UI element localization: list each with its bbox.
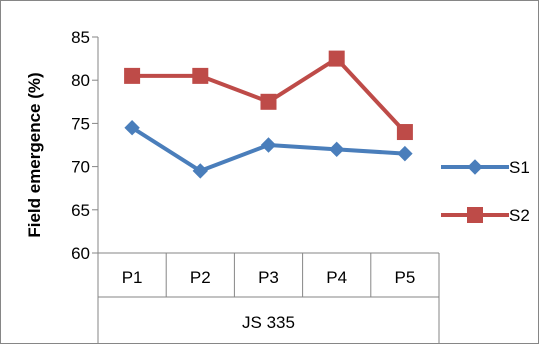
data-point-s2 (124, 67, 141, 84)
legend-label-s1: S1 (509, 158, 530, 177)
data-point-s1 (260, 137, 277, 153)
x-tick-label: P4 (326, 268, 347, 287)
data-point-s2 (260, 93, 277, 110)
x-tick-label: P3 (258, 268, 279, 287)
data-point-s2 (192, 67, 209, 84)
y-tick-label: 75 (71, 114, 90, 133)
x-tick-label: P2 (190, 268, 211, 287)
y-tick-label: 65 (71, 201, 90, 220)
x-tick-label: P5 (395, 268, 416, 287)
data-point-s2 (396, 124, 413, 141)
legend-marker-s1 (467, 159, 483, 175)
data-point-s1 (328, 141, 345, 158)
legend-label-s2: S2 (509, 206, 530, 225)
y-tick-label: 80 (71, 71, 90, 90)
legend-marker-s2 (467, 207, 483, 223)
x-tick-label: P1 (122, 268, 143, 287)
x-group-label: JS 335 (242, 313, 295, 332)
data-point-s1 (192, 163, 209, 179)
data-point-s1 (124, 120, 140, 136)
y-tick-label: 60 (71, 244, 90, 263)
y-axis-label: Field emergence (%) (25, 72, 44, 237)
y-tick-label: 85 (71, 28, 90, 47)
plot-area: 60 65 70 75 80 85 P1 P2 P3 P4 P5 JS 335 S1 S2 (71, 28, 530, 343)
data-point-s2 (328, 50, 345, 67)
data-point-s1 (397, 145, 413, 162)
y-tick-label: 70 (71, 158, 90, 177)
